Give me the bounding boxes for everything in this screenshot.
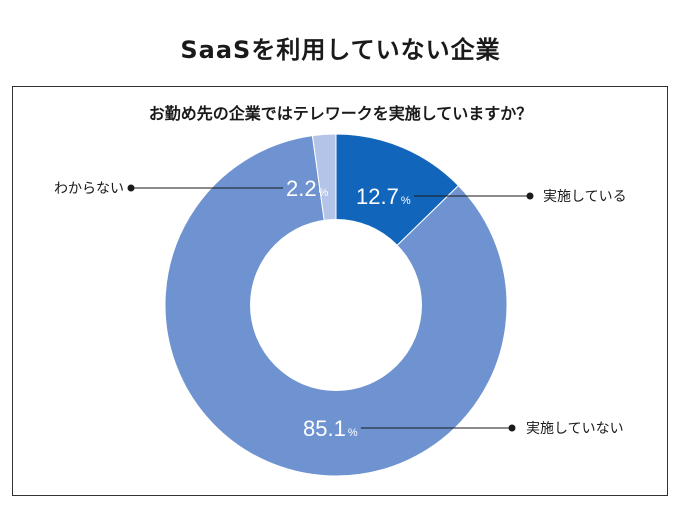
leader-dot — [127, 184, 135, 192]
page-title: SaaSを利用していない企業 — [180, 36, 501, 64]
slice-value-label: 85.1% — [303, 416, 358, 441]
slice-annotations: 12.7% 実施している 85.1% 実施していない 2.2 % わからない — [54, 176, 627, 441]
leader-dot — [508, 424, 516, 432]
category-label: 実施している — [543, 189, 627, 205]
leader-dot — [526, 192, 534, 200]
slice-value-label: 2.2% — [286, 176, 329, 201]
chart-title: お勤め先の企業ではテレワークを実施していますか？ — [148, 104, 533, 123]
donut-hole — [250, 219, 422, 391]
chart-frame — [12, 86, 668, 496]
slice-value-label: 12.7% — [356, 184, 411, 209]
category-label: 実施していない — [526, 421, 624, 437]
category-label: わからない — [54, 181, 124, 197]
